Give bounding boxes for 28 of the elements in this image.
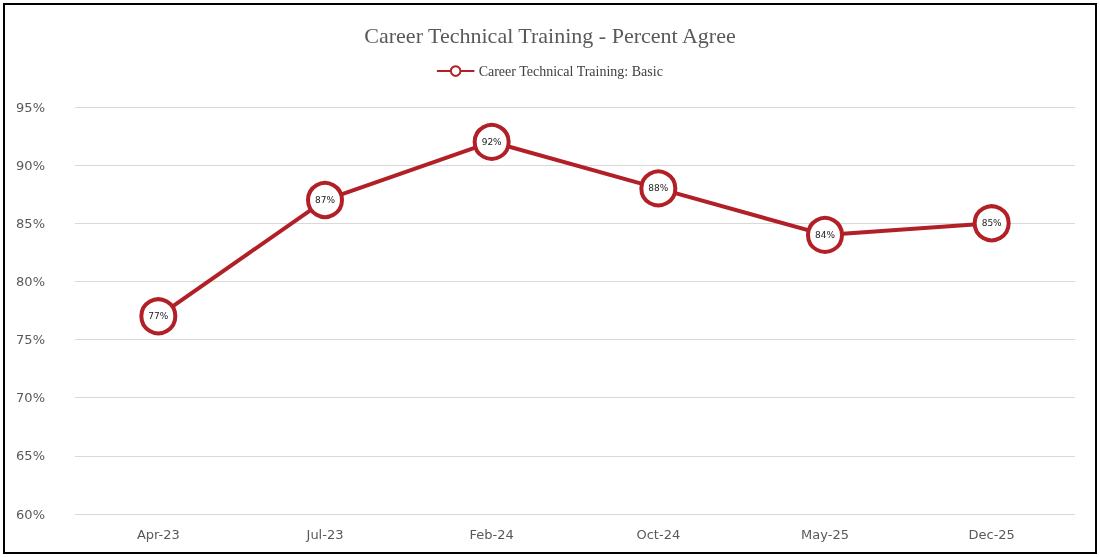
y-tick-label: 70% xyxy=(16,390,45,406)
x-tick-label: Feb-24 xyxy=(469,527,514,542)
chart-title: Career Technical Training - Percent Agree xyxy=(364,22,736,48)
x-tick-label: Jul-23 xyxy=(305,527,344,542)
x-tick-label: Apr-23 xyxy=(136,527,180,542)
y-tick-label: 85% xyxy=(16,215,45,231)
point xyxy=(472,122,511,161)
point xyxy=(972,204,1011,243)
x-tick-label: Dec-25 xyxy=(968,527,1015,542)
data-label: 88% xyxy=(648,183,669,194)
data-label: 85% xyxy=(981,218,1003,229)
y-tick-label: 60% xyxy=(16,506,45,522)
legend-label: Career Technical Training: Basic xyxy=(478,63,663,79)
point xyxy=(639,169,678,208)
data-label: 92% xyxy=(481,136,503,147)
y-tick-label: 80% xyxy=(16,273,45,289)
point xyxy=(306,181,344,220)
point xyxy=(806,215,844,254)
y-tick-label: 90% xyxy=(16,157,45,173)
data-label: 84% xyxy=(814,229,836,240)
y-tick-label: 95% xyxy=(16,99,45,115)
y-tick-label: 65% xyxy=(16,448,45,464)
data-label: 77% xyxy=(148,311,169,322)
x-tick-label: May-25 xyxy=(801,527,849,542)
y-tick-label: 75% xyxy=(16,332,45,348)
point xyxy=(139,297,178,336)
x-tick-label: Oct-24 xyxy=(636,527,681,542)
data-label: 87% xyxy=(314,195,336,206)
